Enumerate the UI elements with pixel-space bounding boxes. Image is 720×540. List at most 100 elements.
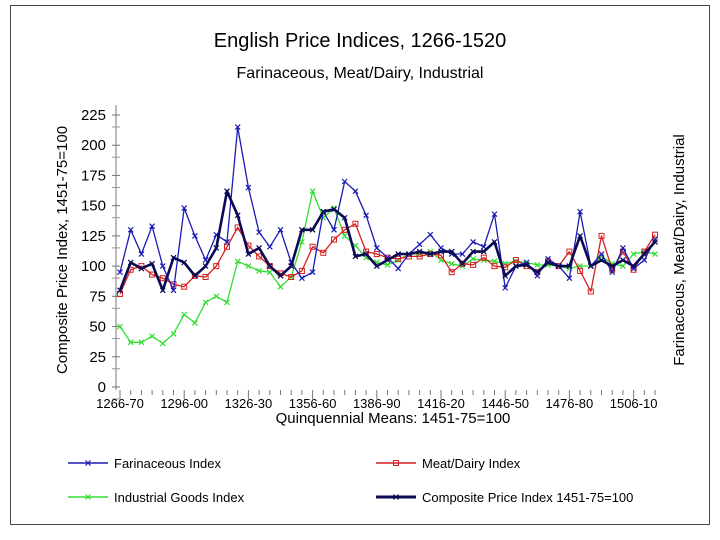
data-point bbox=[341, 232, 348, 239]
data-point bbox=[416, 253, 423, 260]
data-point bbox=[234, 124, 241, 131]
data-point bbox=[405, 251, 412, 257]
data-point bbox=[630, 263, 637, 270]
x-tick-label: 1356-60 bbox=[289, 396, 337, 411]
data-point bbox=[85, 460, 91, 466]
data-point bbox=[352, 253, 359, 260]
data-point bbox=[117, 287, 123, 294]
data-point bbox=[191, 232, 198, 239]
series-line bbox=[119, 190, 656, 345]
data-point bbox=[224, 243, 230, 250]
data-point bbox=[641, 251, 648, 257]
data-point bbox=[245, 263, 252, 270]
data-point bbox=[491, 211, 498, 218]
legend-label: Meat/Dairy Index bbox=[422, 456, 521, 471]
y-tick-label: 150 bbox=[81, 198, 106, 215]
data-point bbox=[534, 269, 541, 276]
data-point bbox=[577, 267, 584, 274]
series-2 bbox=[117, 188, 658, 347]
data-point bbox=[191, 272, 198, 279]
data-point bbox=[534, 261, 541, 268]
x-tick-label: 1266-70 bbox=[96, 396, 144, 411]
chart-title: English Price Indices, 1266-1520 bbox=[213, 30, 507, 52]
data-point bbox=[577, 208, 584, 215]
data-point bbox=[266, 243, 273, 250]
x-axis-label: Quinquennial Means: 1451-75=100 bbox=[276, 410, 511, 427]
data-point bbox=[448, 269, 455, 276]
y-axis-label: Composite Price Index, 1451-75=100 bbox=[54, 126, 71, 374]
data-point bbox=[213, 293, 220, 300]
chart-frame bbox=[10, 5, 710, 525]
data-point bbox=[213, 263, 220, 270]
data-point bbox=[298, 267, 305, 274]
data-point bbox=[181, 283, 188, 290]
legend-item: Farinaceous Index bbox=[68, 456, 221, 471]
data-point bbox=[427, 231, 434, 238]
data-point bbox=[384, 257, 391, 263]
y-tick-label: 125 bbox=[81, 228, 106, 245]
data-point bbox=[117, 323, 123, 330]
y-tick-label: 75 bbox=[89, 288, 106, 305]
data-point bbox=[138, 265, 145, 272]
data-point bbox=[298, 239, 305, 245]
data-point bbox=[395, 255, 402, 262]
data-point bbox=[587, 288, 594, 295]
data-point bbox=[266, 269, 273, 276]
data-point bbox=[598, 257, 605, 263]
data-point bbox=[331, 236, 337, 243]
data-point bbox=[149, 333, 156, 340]
data-point bbox=[609, 269, 616, 276]
series-3 bbox=[117, 188, 658, 294]
data-point bbox=[373, 263, 380, 270]
series-layer bbox=[117, 124, 658, 347]
data-point bbox=[470, 261, 477, 268]
data-point bbox=[491, 239, 498, 245]
data-point bbox=[652, 231, 658, 238]
y2-axis-label: Farinaceous, Meat/Dairy, Industrial bbox=[671, 134, 688, 365]
data-point bbox=[512, 257, 519, 264]
y-tick-label: 0 bbox=[98, 379, 106, 396]
data-point bbox=[373, 251, 380, 258]
data-point bbox=[363, 212, 370, 219]
data-point bbox=[566, 275, 573, 282]
data-point bbox=[577, 232, 584, 239]
data-point bbox=[181, 311, 188, 318]
data-point bbox=[170, 287, 177, 294]
data-point bbox=[555, 263, 562, 270]
data-point bbox=[630, 265, 637, 272]
data-point bbox=[202, 299, 209, 306]
data-point bbox=[545, 259, 551, 266]
data-point bbox=[256, 245, 263, 251]
data-point bbox=[256, 253, 263, 260]
y-tick-label: 225 bbox=[81, 107, 106, 124]
legend-label: Farinaceous Index bbox=[114, 456, 221, 471]
data-point bbox=[480, 248, 487, 255]
y-tick-label: 25 bbox=[89, 349, 106, 366]
data-point bbox=[320, 249, 327, 256]
data-point bbox=[191, 272, 198, 279]
data-point bbox=[384, 261, 391, 268]
data-point bbox=[256, 268, 263, 274]
y-tick-label: 100 bbox=[81, 258, 106, 275]
data-point bbox=[309, 226, 316, 233]
data-point bbox=[224, 299, 230, 306]
data-point bbox=[641, 257, 648, 263]
data-point bbox=[191, 320, 198, 326]
data-point bbox=[298, 275, 305, 282]
data-point bbox=[277, 283, 284, 290]
x-tick-label: 1476-80 bbox=[546, 396, 594, 411]
data-point bbox=[609, 263, 616, 270]
data-point bbox=[277, 272, 284, 279]
data-point bbox=[341, 178, 348, 185]
data-point bbox=[427, 251, 434, 257]
series-line bbox=[119, 126, 656, 291]
legend-item: Meat/Dairy Index bbox=[376, 456, 521, 471]
data-point bbox=[491, 263, 498, 270]
data-point bbox=[619, 257, 626, 263]
data-point bbox=[224, 188, 230, 195]
data-point bbox=[448, 260, 455, 267]
data-point bbox=[149, 223, 156, 230]
data-point bbox=[652, 239, 658, 245]
data-point bbox=[117, 269, 123, 276]
chart-axes: 0 25 50 75 100 125 150 175 200 225 1266-70 1296-00 1… bbox=[81, 105, 657, 411]
